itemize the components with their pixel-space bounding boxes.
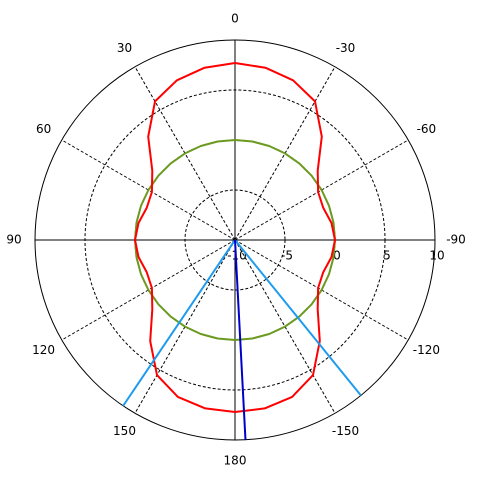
series-line [134,139,336,341]
reference-line [234,239,362,397]
series-line [134,62,336,413]
theta-tick-label: 0 [231,12,239,26]
r-tick-label: 0 [333,249,341,263]
theta-tick-label: 60 [36,122,51,136]
theta-tick-label: -150 [332,424,359,438]
theta-tick-label: -90 [446,233,466,247]
theta-tick-label: -60 [417,122,437,136]
r-tick-label: -10 [227,249,247,263]
reference-line [234,239,247,440]
theta-tick-label: 180 [224,454,247,468]
theta-tick-label: -30 [336,41,356,55]
r-tick-label: 5 [383,249,391,263]
reference-line [122,239,236,407]
theta-tick-label: 30 [117,41,132,55]
r-tick-label: -5 [281,249,293,263]
theta-tick-label: 120 [32,343,55,357]
theta-tick-label: 150 [113,424,136,438]
theta-tick-label: 90 [6,233,21,247]
theta-tick-label: -120 [413,343,440,357]
r-tick-label: 10 [429,249,444,263]
